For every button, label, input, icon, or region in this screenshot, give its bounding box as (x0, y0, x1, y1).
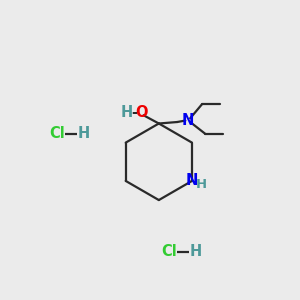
Text: N: N (186, 173, 198, 188)
Text: H: H (190, 244, 202, 259)
Text: Cl: Cl (161, 244, 177, 259)
Text: H: H (195, 178, 206, 191)
Text: O: O (135, 105, 148, 120)
Text: -: - (131, 105, 137, 120)
Text: N: N (182, 113, 194, 128)
Text: Cl: Cl (50, 126, 65, 141)
Text: H: H (121, 105, 133, 120)
Text: H: H (78, 126, 90, 141)
